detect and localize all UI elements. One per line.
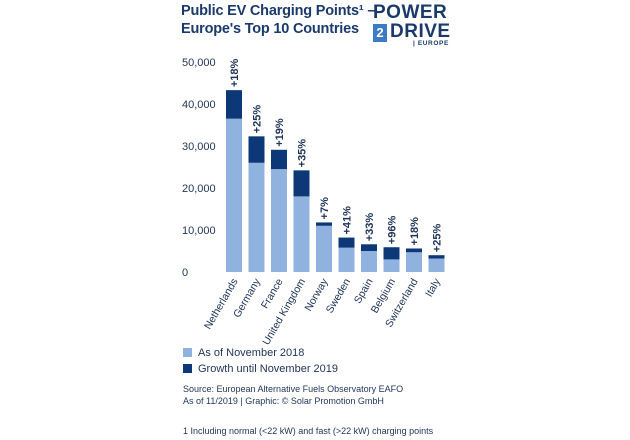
source-text: Source: European Alternative Fuels Obser… [183, 383, 403, 407]
legend-label-growth: Growth until November 2019 [198, 363, 339, 375]
bars [226, 90, 445, 272]
bar-growth-2 [271, 149, 287, 170]
bar-base-5 [338, 247, 355, 272]
y-tick-label: 20,000 [182, 183, 216, 195]
bar-base-7 [383, 259, 400, 272]
growth-label-8: +18% [409, 217, 421, 246]
bar-base-8 [406, 252, 422, 272]
bar-base-1 [248, 162, 265, 272]
legend-item-base: As of November 2018 [183, 347, 304, 359]
y-tick-label: 0 [182, 267, 188, 279]
bar-growth-7 [383, 247, 400, 260]
bar-base-9 [428, 258, 445, 272]
chart-title: Public EV Charging Points¹ – Europe's To… [181, 2, 375, 38]
x-tick-label: Italy [423, 276, 443, 299]
growth-label-9: +25% [432, 224, 444, 253]
bar-base-4 [316, 225, 332, 272]
x-tick-label: United Kingdom [260, 276, 308, 347]
y-axis: 50,000 40,000 30,000 20,000 10,000 0 [182, 57, 216, 279]
bar-growth-5 [338, 237, 355, 248]
title-line-2: Europe's Top 10 Countries [181, 21, 359, 37]
growth-label-4: +7% [319, 197, 331, 220]
bar-growth-4 [316, 222, 332, 226]
bar-base-0 [226, 118, 242, 272]
growth-label-2: +19% [274, 118, 286, 147]
source-line-1: Source: European Alternative Fuels Obser… [183, 384, 404, 394]
bar-growth-8 [406, 248, 422, 253]
growth-label-5: +41% [342, 206, 354, 235]
bar-base-6 [361, 251, 377, 272]
legend-swatch-base [183, 348, 192, 357]
growth-label-7: +96% [387, 216, 399, 245]
logo-digit: 2 [373, 24, 387, 42]
growth-label-3: +35% [297, 139, 309, 168]
y-tick-label: 10,000 [182, 225, 216, 237]
bar-base-3 [293, 196, 310, 272]
power2drive-logo: POWER 2 DRIVE | EUROPE [373, 2, 453, 47]
bar-growth-1 [248, 136, 265, 163]
growth-annotations: +18% +25% +19% +35% +7% +41% +33% +96% +18% +25% [229, 58, 444, 252]
y-tick-label: 40,000 [182, 99, 216, 111]
growth-label-6: +33% [364, 213, 376, 242]
y-tick-label: 30,000 [182, 141, 216, 153]
logo-subtitle: | EUROPE [413, 40, 449, 47]
legend-item-growth: Growth until November 2019 [183, 363, 338, 375]
bar-growth-9 [428, 255, 445, 259]
source-line-2: As of 11/2019 | Graphic: © Solar Promoti… [183, 396, 384, 406]
growth-label-0: +18% [229, 58, 241, 87]
legend-label-base: As of November 2018 [198, 347, 305, 359]
y-tick-label: 50,000 [182, 57, 216, 69]
logo-word-power: POWER [373, 2, 448, 23]
legend-swatch-growth [183, 364, 192, 373]
bar-growth-0 [226, 90, 242, 119]
footnote: 1 Including normal (<22 kW) and fast (>2… [183, 426, 434, 436]
bar-base-2 [271, 169, 287, 272]
bar-growth-6 [361, 244, 377, 251]
x-tick-label: Netherlands [202, 277, 241, 332]
bar-growth-3 [293, 170, 310, 197]
title-line-1: Public EV Charging Points¹ – [181, 3, 376, 19]
growth-label-1: +25% [252, 105, 264, 134]
logo-word-drive: DRIVE [390, 21, 451, 42]
x-tick-label: Spain [352, 276, 376, 305]
